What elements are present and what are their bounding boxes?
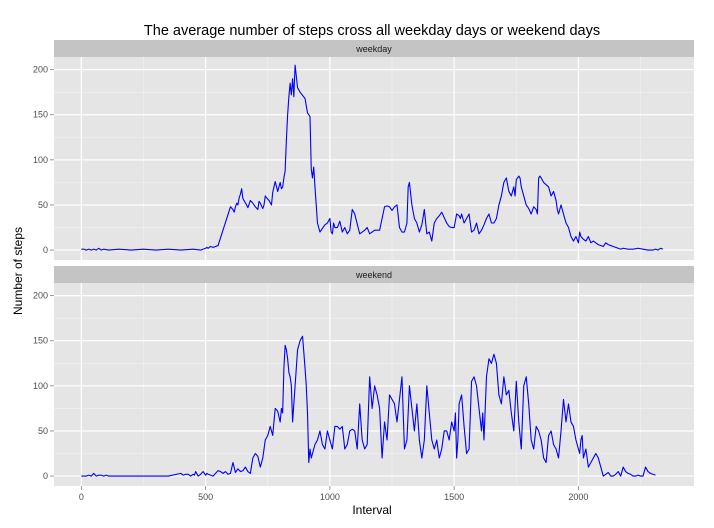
y-axis-title: Number of steps (11, 227, 25, 315)
y-tick-label: 0 (43, 471, 48, 481)
y-tick-label: 100 (33, 155, 48, 165)
y-tick-label: 150 (33, 336, 48, 346)
y-tick-label: 150 (33, 110, 48, 120)
y-tick-label: 100 (33, 381, 48, 391)
y-tick-label: 50 (38, 200, 48, 210)
x-tick-label: 0 (79, 492, 84, 502)
x-axis-title: Interval (352, 503, 391, 517)
panel-background (54, 283, 694, 486)
x-tick-label: 1500 (444, 492, 464, 502)
x-tick-label: 2000 (568, 492, 588, 502)
x-tick-label: 1000 (320, 492, 340, 502)
y-tick-label: 50 (38, 426, 48, 436)
facet-strip (54, 266, 694, 283)
x-tick-label: 500 (198, 492, 213, 502)
y-tick-label: 200 (33, 291, 48, 301)
facet-strip (54, 40, 694, 57)
facet-strip-label: weekend (355, 270, 392, 280)
y-tick-label: 200 (33, 65, 48, 75)
facet-panel-weekday: weekday 0 50 100 150 200 (33, 40, 694, 260)
y-tick-label: 0 (43, 245, 48, 255)
chart-title: The average number of steps cross all we… (144, 23, 600, 39)
series-line-weekend (81, 335, 656, 477)
series-line-weekday (81, 64, 664, 251)
panel-background (54, 57, 694, 260)
facet-strip-label: weekday (355, 44, 392, 54)
